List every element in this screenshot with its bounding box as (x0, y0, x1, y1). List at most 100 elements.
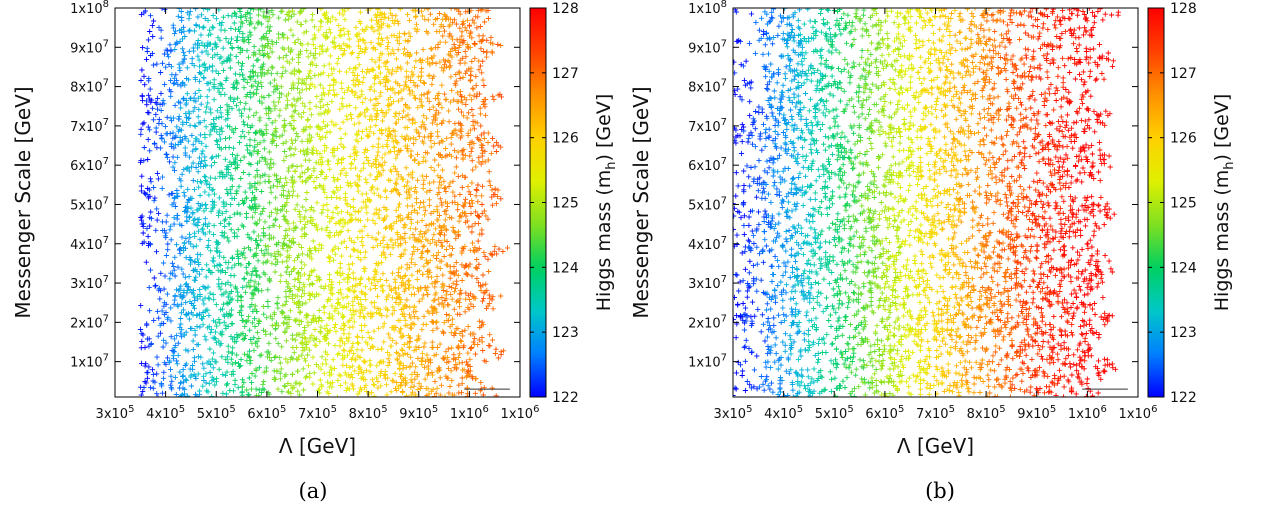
scatter-point (443, 97, 449, 103)
scatter-point (426, 310, 432, 316)
scatter-point (340, 119, 346, 125)
scatter-point (215, 85, 221, 92)
scatter-point (255, 12, 262, 18)
scatter-point (260, 386, 266, 392)
scatter-point (375, 36, 382, 42)
scatter-point (210, 350, 217, 356)
scatter-point (403, 79, 409, 85)
x-axis-label: Λ [GeV] (279, 434, 356, 458)
scatter-point (338, 335, 344, 341)
scatter-point (349, 116, 355, 122)
scatter-point (469, 240, 476, 246)
scatter-point (147, 13, 154, 19)
scatter-point (212, 52, 218, 58)
x-tick-label: 5x105 (197, 404, 236, 422)
scatter-point (149, 367, 156, 373)
scatter-point (420, 199, 427, 205)
scatter-point (311, 168, 317, 174)
scatter-point (168, 64, 175, 70)
scatter-point (216, 195, 222, 201)
scatter-point (428, 130, 434, 137)
scatter-point (237, 49, 243, 56)
scatter-point (203, 380, 209, 386)
scatter-point (252, 137, 258, 143)
scatter-point (441, 178, 447, 184)
scatter-point (320, 85, 326, 91)
scatter-point (138, 131, 144, 137)
scatter-point (299, 234, 305, 240)
scatter-point (441, 11, 447, 17)
scatter-point (440, 272, 446, 278)
scatter-point (450, 224, 456, 231)
scatter-point (994, 268, 1000, 274)
scatter-point (458, 338, 464, 344)
scatter-point (251, 148, 257, 154)
scatter-point (337, 106, 343, 112)
scatter-point (460, 333, 466, 339)
scatter-point (182, 145, 188, 151)
scatter-point (452, 8, 458, 11)
scatter-point (1080, 32, 1086, 38)
scatter-point (363, 249, 369, 255)
scatter-point (317, 134, 323, 140)
scatter-point (330, 357, 336, 363)
scatter-point (375, 27, 381, 33)
scatter-point (339, 168, 345, 174)
scatter-point (470, 85, 476, 91)
scatter-point (304, 312, 310, 318)
scatter-point (288, 391, 294, 397)
scatter-point (216, 276, 222, 282)
scatter-point (236, 333, 242, 339)
scatter-point (206, 229, 212, 235)
scatter-point (164, 114, 170, 120)
scatter-point (167, 276, 173, 282)
scatter-point (341, 90, 348, 96)
scatter-point (431, 167, 437, 173)
scatter-point (457, 191, 463, 198)
scatter-point (352, 180, 358, 186)
scatter-point (268, 357, 274, 363)
scatter-point (201, 365, 207, 371)
scatter-point (177, 176, 183, 182)
scatter-point (206, 237, 212, 243)
scatter-point (469, 229, 475, 235)
scatter-point (224, 235, 230, 241)
scatter-point (329, 279, 335, 285)
scatter-point (429, 339, 435, 345)
scatter-point (148, 385, 154, 391)
scatter-point (143, 259, 149, 265)
scatter-point (271, 161, 277, 167)
scatter-point (268, 189, 274, 195)
scatter-point (421, 154, 427, 160)
scatter-point (434, 325, 440, 331)
scatter-point (246, 114, 252, 120)
scatter-point (229, 350, 235, 356)
scatter-point (208, 163, 215, 169)
scatter-point (247, 29, 253, 35)
scatter-point (277, 278, 283, 284)
scatter-point (140, 389, 146, 395)
scatter-point (322, 123, 328, 129)
scatter-point (449, 345, 455, 351)
scatter-point (482, 254, 488, 260)
scatter-point (245, 318, 251, 324)
scatter-point (272, 128, 278, 134)
scatter-point (325, 213, 331, 219)
scatter-point (139, 93, 145, 99)
scatter-point (251, 347, 257, 353)
scatter-point (283, 338, 290, 344)
scatter-point (459, 21, 466, 27)
scatter-point (225, 54, 231, 60)
scatter-point (179, 266, 185, 272)
scatter-point (342, 191, 348, 197)
scatter-point (342, 47, 348, 54)
scatter-point (484, 54, 490, 60)
scatter-point (460, 203, 466, 209)
scatter-point (375, 8, 381, 12)
scatter-point (420, 244, 426, 250)
scatter-point (391, 324, 397, 330)
scatter-point (402, 375, 408, 381)
scatter-point (417, 205, 423, 211)
scatter-point (197, 205, 203, 211)
scatter-point (1057, 123, 1063, 129)
